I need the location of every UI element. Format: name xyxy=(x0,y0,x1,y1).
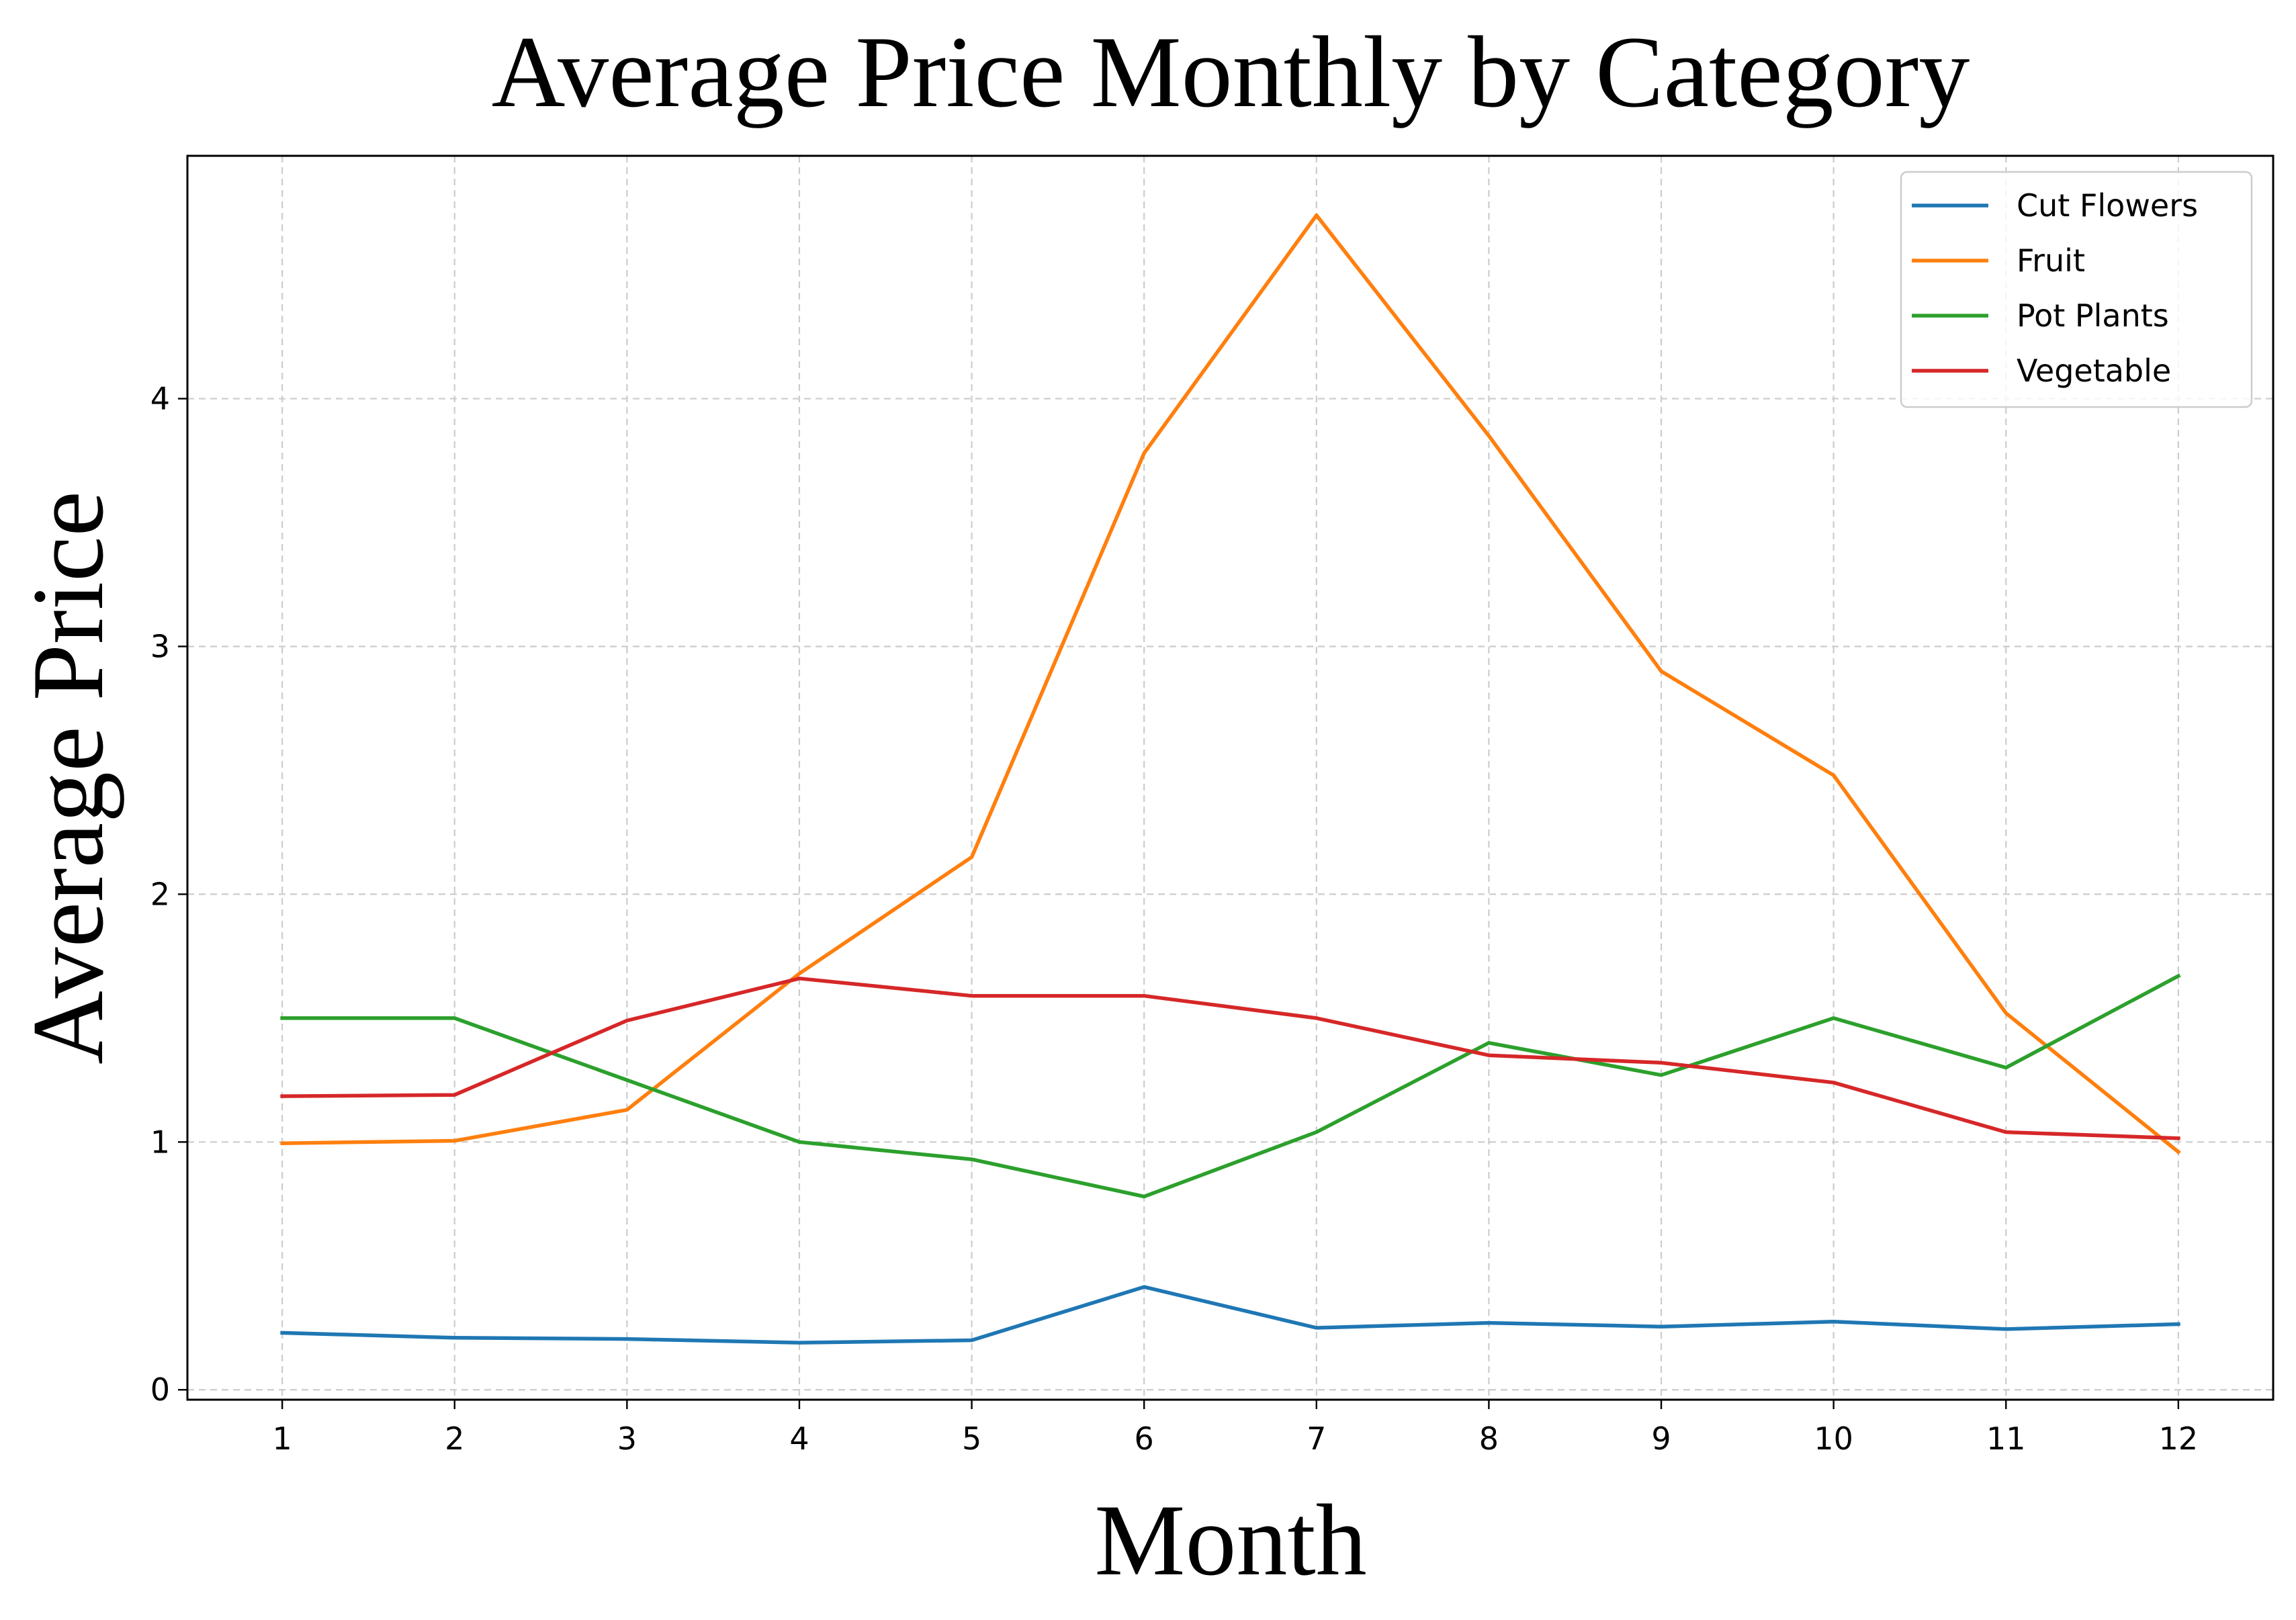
series-line-fruit xyxy=(280,213,2181,1155)
x-tick-label: 8 xyxy=(1479,1421,1499,1457)
legend: Cut Flowers Fruit Pot Plants Vegetable xyxy=(1900,171,2253,408)
series-lines xyxy=(280,213,2181,1345)
y-tick-label: 0 xyxy=(150,1371,170,1408)
legend-label-pot-plants: Pot Plants xyxy=(2017,298,2169,334)
series-line-pot-plants xyxy=(280,973,2181,1199)
y-axis-label: Average Price xyxy=(11,491,124,1065)
x-tick-label: 4 xyxy=(789,1421,809,1457)
series-line-vegetable xyxy=(280,977,2180,1140)
y-tick-label: 1 xyxy=(150,1124,170,1160)
chart-title: Average Price Monthly by Category xyxy=(492,15,1970,128)
x-tick-label: 9 xyxy=(1651,1421,1671,1457)
x-tick-label: 1 xyxy=(272,1421,292,1457)
x-tick-label: 7 xyxy=(1307,1421,1326,1457)
x-axis-label: Month xyxy=(1094,1484,1366,1596)
y-axis-ticks: 0 1 2 3 4 xyxy=(150,381,187,1408)
series-line-cut-flowers xyxy=(280,1285,2180,1345)
x-axis-ticks: 1 2 3 4 5 6 7 8 9 10 11 12 xyxy=(272,1400,2198,1457)
x-tick-label: 2 xyxy=(445,1421,464,1457)
x-tick-label: 6 xyxy=(1135,1421,1154,1457)
y-tick-label: 3 xyxy=(150,628,170,664)
y-tick-label: 2 xyxy=(150,876,170,912)
legend-frame xyxy=(1900,171,2253,408)
grid xyxy=(187,156,2273,1400)
legend-label-fruit: Fruit xyxy=(2017,242,2085,279)
legend-label-cut-flowers: Cut Flowers xyxy=(2017,187,2198,224)
x-tick-label: 10 xyxy=(1814,1421,1853,1457)
plot-area-frame xyxy=(186,154,2275,1401)
x-tick-label: 12 xyxy=(2159,1421,2199,1457)
x-tick-label: 11 xyxy=(1986,1421,2026,1457)
x-tick-label: 3 xyxy=(617,1421,637,1457)
y-tick-label: 4 xyxy=(150,381,170,417)
legend-label-vegetable: Vegetable xyxy=(2017,353,2171,389)
x-tick-label: 5 xyxy=(962,1421,981,1457)
